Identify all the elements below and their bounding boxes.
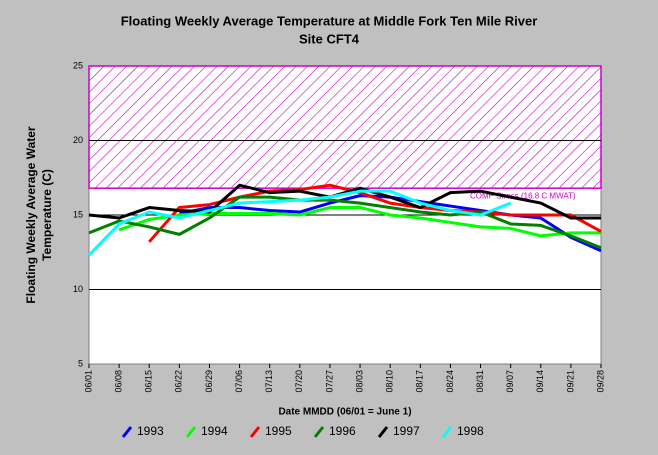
x-tick-label: 09/07 [505, 370, 515, 393]
legend-label: 1994 [201, 424, 228, 438]
y-tick-label: 20 [73, 135, 83, 145]
annotation: COMP Stress (16.8 C MWAT) [470, 191, 576, 200]
x-tick-label: 07/27 [324, 370, 334, 393]
x-tick-label: 08/10 [385, 370, 395, 393]
x-tick-label: 06/22 [174, 370, 184, 393]
chart-subtitle: Site CFT4 [299, 31, 360, 46]
x-tick-label: 06/08 [113, 370, 123, 393]
legend-label: 1996 [329, 424, 356, 438]
series-line [88, 195, 602, 250]
threshold-band [88, 65, 602, 189]
legend-marker [121, 426, 133, 438]
legend-label: 1997 [393, 424, 420, 438]
x-tick-label: 06/29 [204, 370, 214, 393]
y-tick-label: 5 [78, 358, 83, 368]
y-axis-label: Temperature (C) [40, 169, 54, 261]
x-tick-label: 06/01 [83, 370, 93, 393]
x-axis-label: Date MMDD (06/01 = June 1) [278, 407, 411, 418]
x-tick-label: 09/21 [565, 370, 575, 393]
chart-title: Floating Weekly Average Temperature at M… [121, 13, 538, 28]
y-axis-label: Floating Weekly Average Water [24, 126, 38, 303]
series-line [87, 189, 512, 257]
x-tick-label: 09/28 [595, 370, 605, 393]
legend-marker [377, 426, 389, 438]
x-tick-label: 06/15 [144, 370, 154, 393]
series-line [148, 183, 602, 243]
x-tick-label: 07/20 [294, 370, 304, 393]
legend-label: 1995 [265, 424, 292, 438]
y-tick-label: 15 [73, 209, 83, 219]
legend-marker [185, 426, 197, 438]
legend-marker [249, 426, 261, 438]
y-tick-label: 10 [73, 284, 83, 294]
x-tick-label: 08/31 [475, 370, 485, 393]
x-tick-label: 08/24 [445, 370, 455, 393]
legend-label: 1993 [137, 424, 164, 438]
legend-marker [313, 426, 325, 438]
x-tick-label: 09/14 [535, 370, 545, 393]
legend-marker [441, 426, 453, 438]
x-tick-label: 08/17 [415, 370, 425, 393]
y-tick-label: 25 [73, 60, 83, 70]
x-tick-label: 08/03 [354, 370, 364, 393]
x-tick-label: 07/06 [234, 370, 244, 393]
legend-label: 1998 [457, 424, 484, 438]
x-tick-label: 07/13 [264, 370, 274, 393]
